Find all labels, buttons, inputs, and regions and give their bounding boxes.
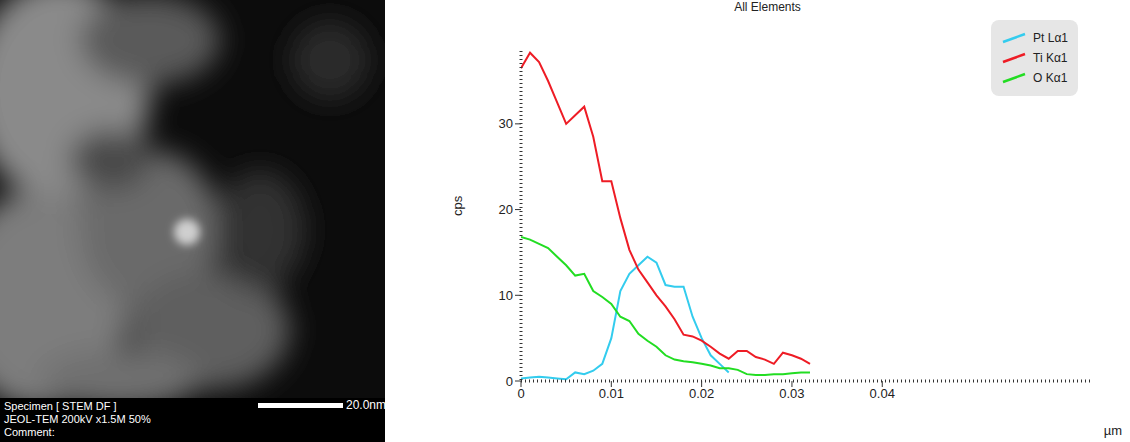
- html-text:µm: µm: [1103, 423, 1122, 438]
- svg-text:cps: cps: [450, 195, 465, 216]
- svg-text:0.01: 0.01: [599, 386, 624, 401]
- svg-text:0.04: 0.04: [870, 386, 895, 401]
- html-text:Comment:: Comment:: [4, 426, 55, 438]
- svg-text:0.02: 0.02: [689, 386, 714, 401]
- svg-text:10: 10: [499, 288, 513, 303]
- html-text:20.0nm: 20.0nm: [346, 398, 386, 412]
- svg-text:0: 0: [506, 374, 513, 389]
- svg-text:0: 0: [517, 386, 524, 401]
- svg-text:30: 30: [499, 116, 513, 131]
- html-text:Ti Kα1: Ti Kα1: [1033, 51, 1068, 65]
- svg-text:20: 20: [499, 202, 513, 217]
- svg-text:0.03: 0.03: [779, 386, 804, 401]
- html-text:Pt Lα1: Pt Lα1: [1033, 31, 1068, 45]
- html-text:JEOL-TEM 200kV x1.5M 50%: JEOL-TEM 200kV x1.5M 50%: [4, 413, 151, 425]
- html-text:All Elements: All Elements: [734, 0, 801, 14]
- html-text:Specimen [ STEM DF ]: Specimen [ STEM DF ]: [4, 400, 117, 412]
- html-text:O Kα1: O Kα1: [1033, 71, 1068, 85]
